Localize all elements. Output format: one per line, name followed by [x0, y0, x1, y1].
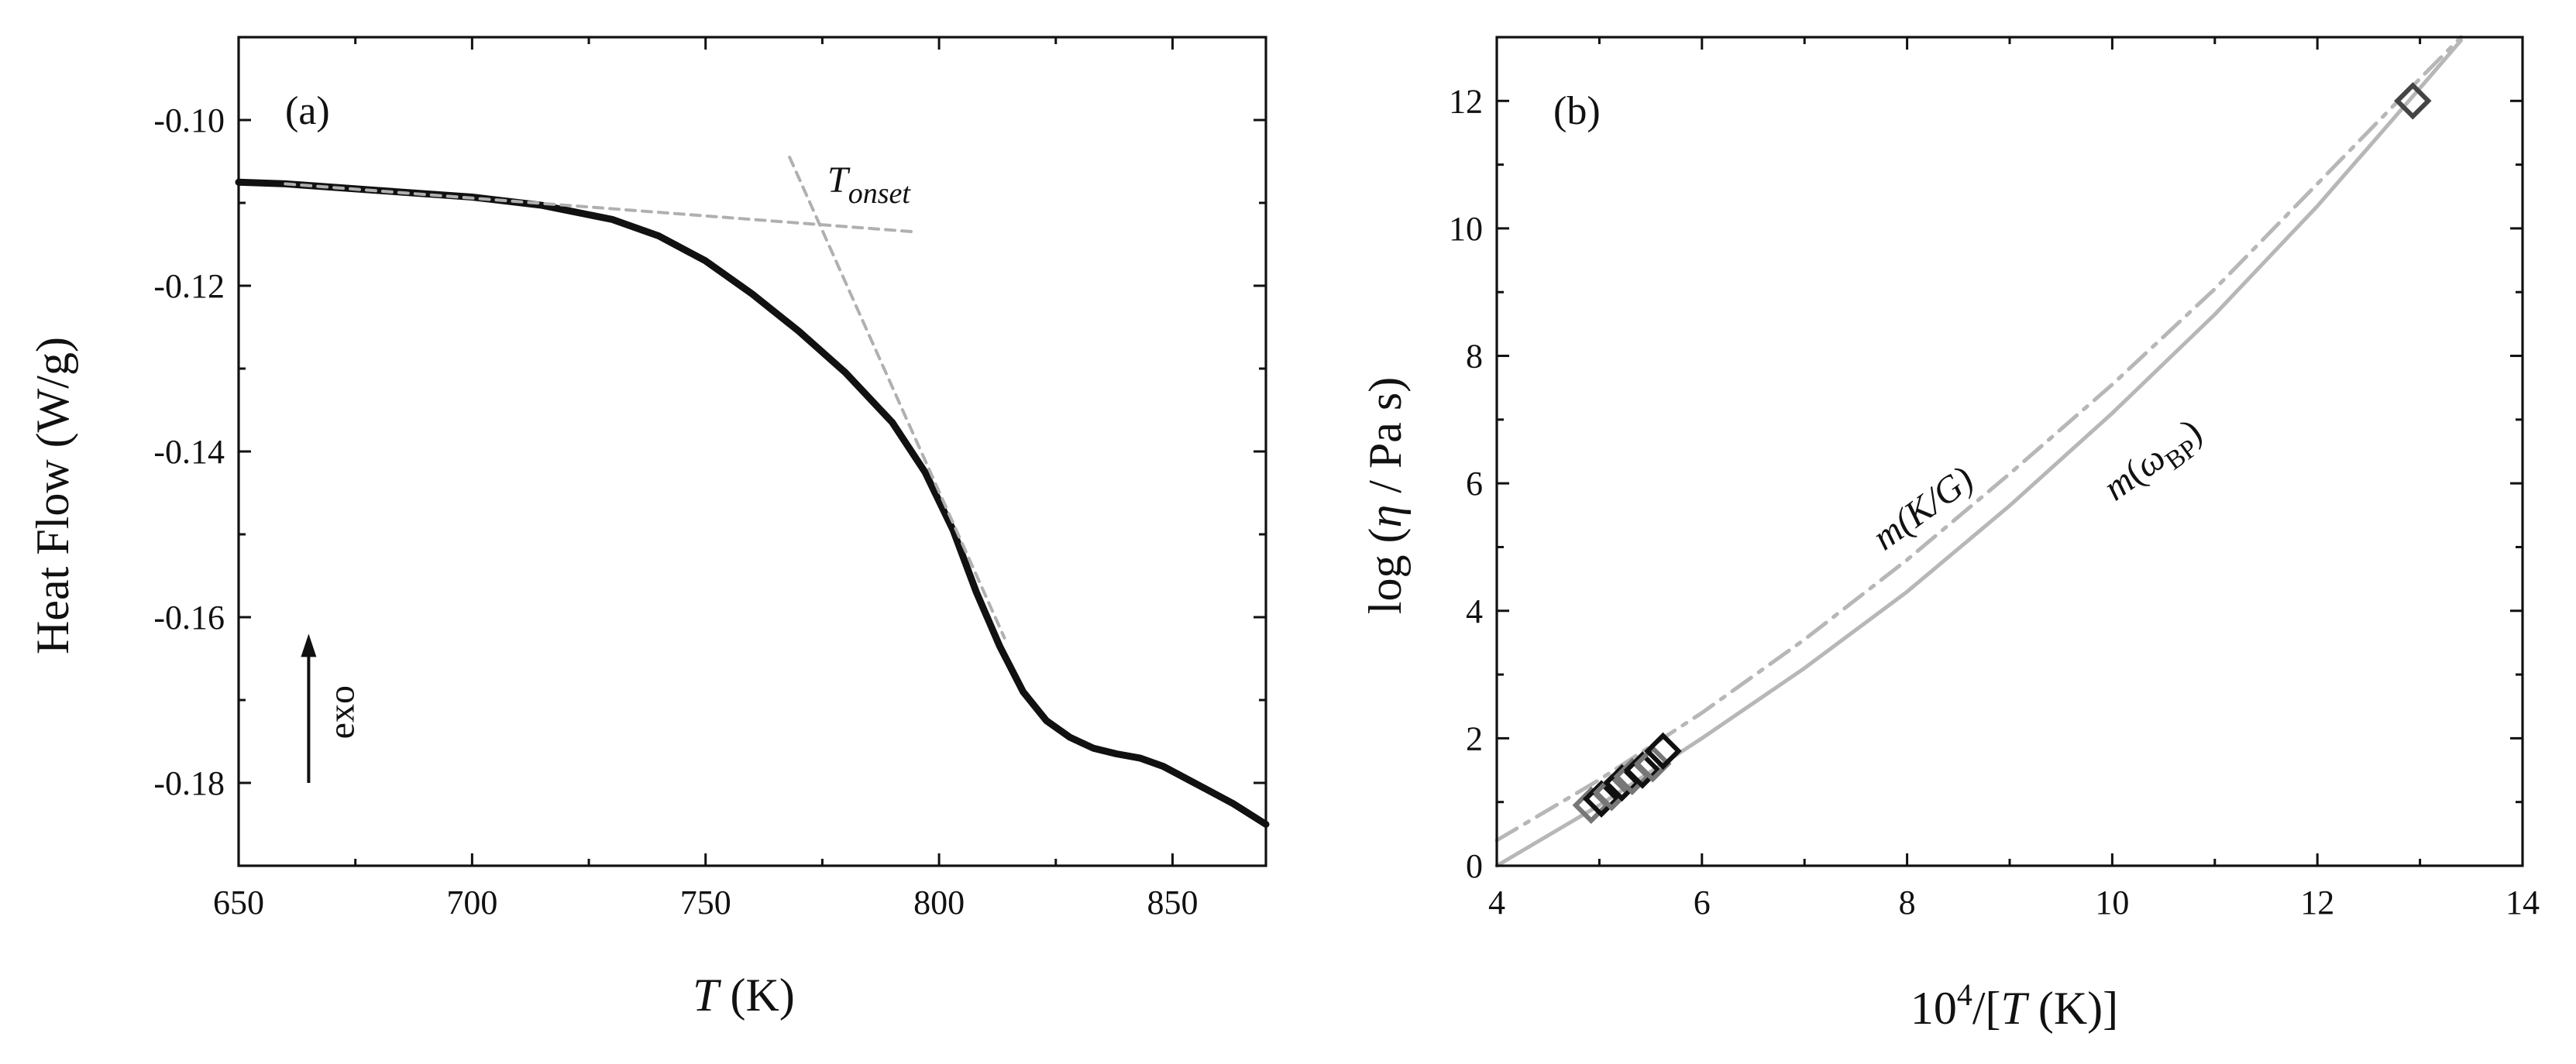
- panel-b-y-axis-label: log (η / Pa s): [1360, 377, 1411, 614]
- x-tick-label: 850: [1147, 884, 1198, 922]
- data-point-marker: [2394, 82, 2432, 120]
- data-point-marker: [1593, 774, 1631, 812]
- panel-b-tick-labels: 4 6 8 10 12 14 0 2 4 6 8 10 12: [1449, 82, 2540, 922]
- panel-b-ticks: [1495, 36, 2524, 867]
- y-tick-label: -0.16: [153, 599, 225, 637]
- y-tick-label: 8: [1466, 338, 1483, 376]
- t-onset-annotation: Tonset: [827, 160, 911, 210]
- y-tick-label: 0: [1466, 847, 1483, 885]
- panel-a-x-axis-label: T (K): [693, 970, 795, 1021]
- panel-b-x-axis-label: 104/[T (K)]: [1911, 977, 2118, 1034]
- series-line-steepest-tangent: [788, 156, 1006, 640]
- panel-b-plot-frame: [1495, 36, 2524, 867]
- panel-a-series: [235, 156, 1270, 828]
- x-tick-label: 10: [2095, 884, 2129, 922]
- panel-a-plot-frame: [237, 36, 1267, 867]
- y-tick-label: -0.14: [153, 433, 225, 471]
- data-point-marker: [1582, 780, 1621, 818]
- panel-a-y-axis-label: Heat Flow (W/g): [27, 337, 78, 654]
- y-tick-label: -0.10: [153, 101, 225, 139]
- panel-b-series: [1494, 35, 2464, 868]
- x-tick-label: 6: [1694, 884, 1711, 922]
- panel-b-label: (b): [1553, 89, 1601, 133]
- series-line-baseline-tangent: [284, 182, 917, 234]
- series-line-dsc-heat-flow: [235, 178, 1270, 828]
- x-tick-label: 650: [213, 884, 264, 922]
- series-line-m-bp-: [1494, 38, 2464, 868]
- panel-a-heat-flow-chart: 650 700 750 800 850 -0.10 -0.12 -0.14 -0.16 -0.18…: [27, 36, 1270, 1021]
- series-line-m-k-g-: [1494, 35, 2464, 843]
- x-tick-label: 14: [2505, 884, 2540, 922]
- x-tick-label: 700: [446, 884, 497, 922]
- exo-annotation: exo: [321, 685, 362, 739]
- y-tick-label: -0.18: [153, 764, 225, 802]
- data-point-marker: [1623, 751, 1662, 789]
- panel-a-tick-labels: 650 700 750 800 850 -0.10 -0.12 -0.14 -0.16 -0.18: [153, 101, 1198, 922]
- panel-a-ticks: [237, 36, 1266, 867]
- panel-a-label: (a): [285, 89, 330, 133]
- y-tick-label: 10: [1449, 210, 1483, 248]
- data-point-marker: [1644, 732, 1682, 771]
- x-tick-label: 12: [2300, 884, 2334, 922]
- x-tick-label: 4: [1488, 884, 1505, 922]
- y-tick-label: -0.12: [153, 267, 225, 305]
- m-omega-bp-annotation: m(ωBP): [2096, 410, 2213, 514]
- x-tick-label: 800: [913, 884, 965, 922]
- y-tick-label: 2: [1466, 719, 1483, 757]
- y-tick-label: 12: [1449, 82, 1483, 120]
- x-tick-label: 8: [1899, 884, 1916, 922]
- x-tick-label: 750: [680, 884, 731, 922]
- data-point-marker: [1634, 745, 1672, 783]
- y-tick-label: 4: [1466, 592, 1483, 630]
- exo-arrow: [301, 633, 317, 783]
- y-tick-label: 6: [1466, 465, 1483, 503]
